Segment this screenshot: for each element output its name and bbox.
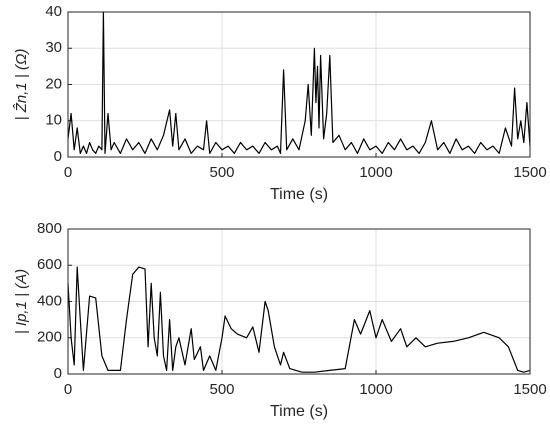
axes-box [67,11,531,158]
y-tick-label: 200 [37,329,62,346]
y-tick-label: 0 [54,148,62,165]
y-tick-label: 800 [37,220,62,237]
data-line [67,11,531,154]
x-tick-label: 1500 [513,381,546,398]
x-tick-label: 0 [64,381,72,398]
y-tick-label: 40 [45,3,62,20]
y-tick-label: 30 [45,39,62,56]
axes-box [67,228,531,375]
y-axis-label: | Ip,1 | (A) [13,269,30,334]
x-tick-label: 1500 [513,164,546,181]
y-tick-label: 10 [45,112,62,129]
y-axis-label: | Ẑn,1 | (Ω) [13,49,30,121]
x-tick-label: 1000 [359,164,392,181]
x-tick-label: 500 [209,381,234,398]
x-axis-label: Time (s) [270,403,328,420]
y-tick-label: 400 [37,292,62,309]
y-tick-label: 600 [37,256,62,273]
x-tick-label: 0 [64,164,72,181]
y-tick-label: 20 [45,75,62,92]
x-axis-label: Time (s) [270,186,328,203]
y-tick-label: 0 [54,365,62,382]
data-line [67,266,531,373]
x-tick-label: 500 [209,164,234,181]
x-tick-label: 1000 [359,381,392,398]
